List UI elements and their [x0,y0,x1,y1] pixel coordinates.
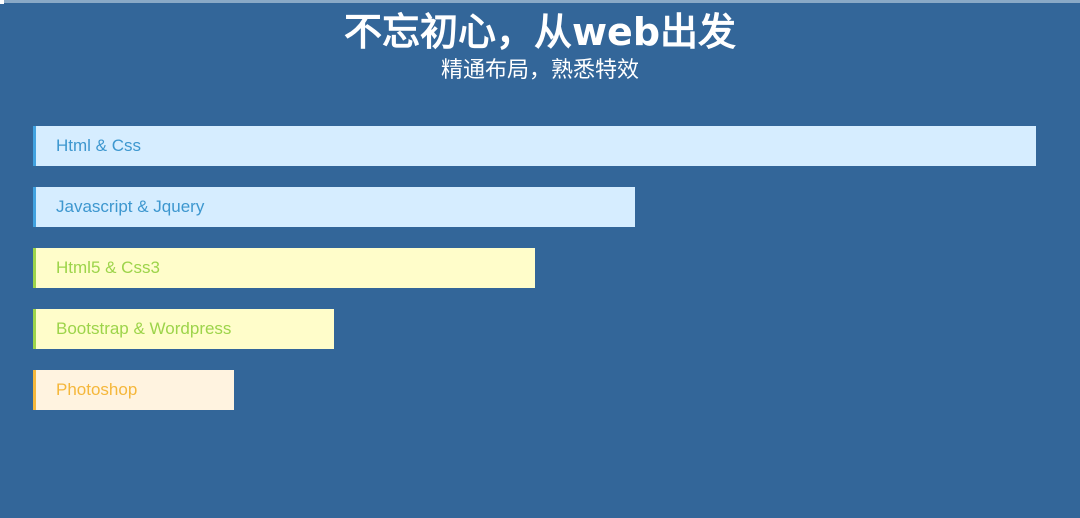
page-header: 不忘初心，从web出发 精通布局，熟悉特效 [0,8,1080,86]
skill-bar-photoshop: Photoshop [33,370,234,410]
skill-bar-html5-css3: Html5 & Css3 [33,248,535,288]
skill-label: Bootstrap & Wordpress [56,319,232,338]
skill-label: Javascript & Jquery [56,197,205,216]
skills-list: Html & Css Javascript & Jquery Html5 & C… [33,126,1036,431]
window-corner-marker [0,0,4,4]
skill-bar-html-css: Html & Css [33,126,1036,166]
skill-label: Html & Css [56,136,141,155]
page-subtitle: 精通布局，熟悉特效 [440,58,639,83]
skill-bar-javascript-jquery: Javascript & Jquery [33,187,635,227]
skill-label: Html5 & Css3 [56,258,160,277]
window-top-strip [0,0,1080,3]
skill-label: Photoshop [56,380,138,399]
page-title: 不忘初心，从web出发 [343,10,737,54]
skill-bar-bootstrap-wordpress: Bootstrap & Wordpress [33,309,334,349]
